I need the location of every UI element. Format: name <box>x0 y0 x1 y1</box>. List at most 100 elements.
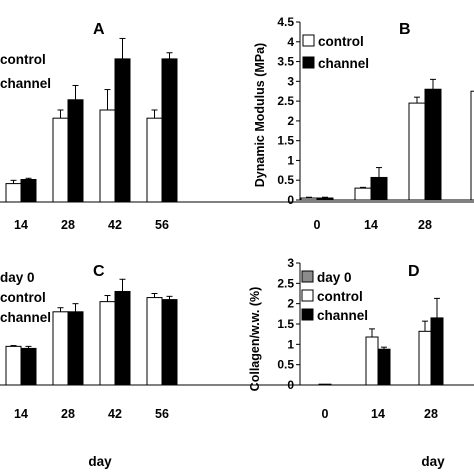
y-tick-label: 3.5 <box>277 55 294 69</box>
x-tick-label: 14 <box>364 218 378 232</box>
bar-control-14 <box>365 336 379 386</box>
y-tick-label: 0 <box>287 193 294 207</box>
bar-channel-14 <box>370 176 388 201</box>
y-tick-label: 0 <box>287 378 294 392</box>
x-tick-label: 28 <box>418 218 432 232</box>
x-tick-label: 28 <box>61 407 75 421</box>
bar-channel-28 <box>430 317 444 386</box>
panel-c-bars <box>5 278 178 386</box>
panel-a-legend-control: control <box>0 52 46 67</box>
bar-control-56 <box>146 297 163 386</box>
y-tick-label: 2 <box>287 297 294 311</box>
bar-control-42 <box>99 301 116 386</box>
panel-d-legend-control: control <box>317 289 363 304</box>
panel-d-bars <box>318 297 444 386</box>
x-tick-label: 56 <box>155 218 169 232</box>
panel-c-xlabel: day <box>88 454 112 469</box>
bar-control-42 <box>99 109 116 203</box>
panel-d-legend-channel: channel <box>317 308 368 323</box>
x-tick-label: 56 <box>155 407 169 421</box>
panel-b-legend: control channel <box>302 34 369 71</box>
panel-c: C 14 28 42 56 day day 0 control channel <box>0 263 474 469</box>
panel-b-ticks: 0 14 28 <box>314 218 432 232</box>
panel-d-letter: D <box>408 263 420 280</box>
bar-control-14 <box>5 183 22 203</box>
panel-a-legend: control channel <box>0 52 51 91</box>
panel-c-legend-control: control <box>0 290 46 305</box>
bar-control-42 <box>470 90 474 201</box>
y-tick-label: 1.5 <box>277 317 294 331</box>
y-tick-label: 4 <box>287 35 294 49</box>
x-tick-label: 28 <box>424 407 438 421</box>
panel-d-axis: 0 0.5 1 1.5 2 2.5 3 <box>277 256 474 392</box>
panel-c-legend: day 0 control channel <box>0 270 51 325</box>
bar-channel-56 <box>161 58 178 203</box>
panel-d-legend-channel-swatch <box>301 308 314 321</box>
panel-a-ticks: 14 28 42 56 <box>14 218 169 232</box>
y-tick-label: 0.5 <box>277 173 294 187</box>
panel-d: D Collagen/w.w. (%) 00.511.522.53 0 14 28 … <box>248 256 474 469</box>
x-tick-label: 42 <box>108 218 122 232</box>
panel-c-letter: C <box>93 263 105 280</box>
y-tick-label: 3 <box>287 256 294 270</box>
panel-b-legend-control-swatch <box>302 34 315 47</box>
x-tick-label: 14 <box>371 407 385 421</box>
bar-channel-14 <box>20 347 37 386</box>
panel-d-xlabel: day <box>421 454 445 469</box>
panel-b-legend-channel: channel <box>318 56 369 71</box>
x-tick-label: 14 <box>14 407 28 421</box>
panel-b-bars <box>300 78 474 201</box>
bar-channel-28 <box>67 99 84 203</box>
x-tick-label: 14 <box>14 218 28 232</box>
bar-control-28 <box>418 330 432 386</box>
bar-channel-0 <box>316 197 334 201</box>
bar-control-0 <box>300 197 318 201</box>
y-tick-label: 2.5 <box>277 276 294 290</box>
y-tick-label: 2.5 <box>277 94 294 108</box>
y-tick-label: 1 <box>287 337 294 351</box>
bar-control-28 <box>52 311 69 386</box>
bar-control-14 <box>5 345 22 386</box>
x-tick-label: 42 <box>108 407 122 421</box>
y-tick-label: 4.5 <box>277 15 294 29</box>
bar-channel-28 <box>67 311 84 386</box>
bar-control-28 <box>52 117 69 203</box>
panel-a-letter: A <box>93 21 105 38</box>
x-tick-label: 0 <box>314 218 321 232</box>
bar-control-14 <box>354 187 372 201</box>
bar-channel-42 <box>114 58 131 203</box>
bar-channel-14 <box>377 348 391 386</box>
panel-d-legend-day0: day 0 <box>317 270 352 285</box>
panel-d-ticks: 0 14 28 <box>322 407 438 421</box>
panel-b-ylabel: Dynamic Modulus (MPa) <box>253 43 267 187</box>
bar-channel-42 <box>114 290 131 386</box>
panel-c-ticks: 14 28 42 56 <box>14 407 169 421</box>
x-tick-label: 0 <box>322 407 329 421</box>
panel-d-legend: day 0 control channel <box>301 270 368 323</box>
panel-b-axis: 0 0.5 1 1.5 2 2.5 3 3.5 4 4.5 <box>277 15 474 207</box>
x-tick-label: 28 <box>61 218 75 232</box>
panel-a-legend-channel: channel <box>0 76 51 91</box>
bar-day0-0 <box>318 383 332 386</box>
panel-b: B Dynamic Modulus (MPa) 0 0.5 1 1.5 2 2.5 3 3.5… <box>253 15 474 232</box>
panel-c-legend-day0: day 0 <box>0 270 35 285</box>
panel-d-legend-control-swatch <box>301 289 314 302</box>
bar-control-28 <box>408 102 426 201</box>
bar-control-56 <box>146 117 163 203</box>
bar-channel-14 <box>20 179 37 203</box>
bar-channel-56 <box>161 299 178 386</box>
panel-b-legend-control: control <box>318 34 364 49</box>
panel-b-legend-channel-swatch <box>302 56 315 69</box>
y-tick-label: 0.5 <box>277 358 294 372</box>
panel-c-legend-channel: channel <box>0 310 51 325</box>
panel-b-letter: B <box>399 21 411 38</box>
y-tick-label: 3 <box>287 74 294 88</box>
panel-a: A 14 28 42 56 control channel <box>0 21 474 232</box>
panel-a-bars <box>5 37 178 203</box>
y-tick-label: 2 <box>287 114 294 128</box>
bar-channel-28 <box>424 88 442 201</box>
y-tick-label: 1 <box>287 153 294 167</box>
panel-d-ylabel: Collagen/w.w. (%) <box>248 287 262 392</box>
y-tick-label: 1.5 <box>277 134 294 148</box>
